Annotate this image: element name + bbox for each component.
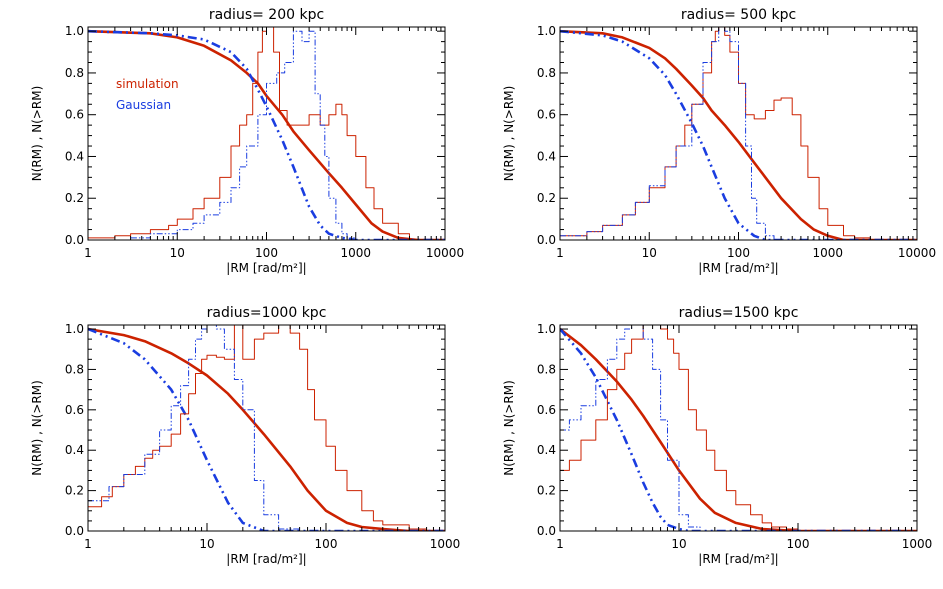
series-layer: [560, 324, 917, 531]
x-tick-label: 10: [170, 246, 185, 260]
series-gaussian-histogram: [88, 30, 365, 240]
y-tick-label: 0.2: [65, 484, 84, 498]
y-tick-label: 0.6: [537, 108, 556, 122]
series-gaussian-histogram: [88, 324, 312, 531]
y-tick-label: 0.6: [65, 403, 84, 417]
y-tick-label: 1.0: [537, 24, 556, 38]
y-tick-label: 0.2: [65, 191, 84, 205]
y-tick-label: 0.4: [537, 149, 556, 163]
x-axis-label: |RM [rad/m²]|: [698, 261, 778, 275]
x-tick-label: 10: [199, 537, 214, 551]
x-tick-label: 1: [84, 537, 92, 551]
series-simulation-histogram: [560, 26, 879, 240]
x-tick-label: 100: [787, 537, 810, 551]
x-tick-label: 100: [315, 537, 338, 551]
y-tick-label: 0.8: [65, 362, 84, 376]
chart-title: radius=1500 kpc: [679, 305, 799, 321]
series-simulation-histogram: [560, 324, 831, 531]
y-tick-label: 0.0: [537, 524, 556, 538]
x-tick-label: 10000: [898, 246, 936, 260]
panel-radius-1500: radius=1500 kpc 1 10 100 1000 0.0 0.2 0.4 0.6 0.8…: [502, 305, 932, 566]
x-axis-label: |RM [rad/m²]|: [226, 552, 306, 566]
x-tick-label: 1: [556, 537, 564, 551]
y-tick-label: 1.0: [537, 322, 556, 336]
x-tick-label: 10: [642, 246, 657, 260]
y-axis-label: N(RM) , N(>RM): [30, 86, 44, 182]
y-tick-label: 0.0: [65, 524, 84, 538]
y-tick-label: 0.8: [537, 362, 556, 376]
x-tick-label: 1: [84, 246, 92, 260]
y-tick-label: 1.0: [65, 24, 84, 38]
x-tick-label: 100: [255, 246, 278, 260]
panel-radius-1000: radius=1000 kpc 1 10 100 1000 0.0 0.2 0.4 0.6 0.8…: [30, 305, 460, 566]
y-tick-label: 1.0: [65, 322, 84, 336]
x-tick-label: 10000: [426, 246, 464, 260]
y-tick-label: 0.0: [537, 233, 556, 247]
y-tick-label: 0.6: [65, 108, 84, 122]
y-axis-label: N(RM) , N(>RM): [30, 380, 44, 476]
plot-frame: [559, 324, 918, 532]
x-tick-label: 10: [671, 537, 686, 551]
plot-frame: [87, 324, 446, 532]
legend-simulation: simulation: [116, 77, 179, 91]
plot-frame: [87, 26, 446, 241]
chart-title: radius=1000 kpc: [207, 305, 327, 321]
x-tick-label: 1: [556, 246, 564, 260]
series-gaussian-histogram: [560, 26, 783, 240]
legend-gaussian: Gaussian: [116, 98, 171, 112]
x-axis-label: |RM [rad/m²]|: [226, 261, 306, 275]
series-simulation-histogram: [88, 324, 439, 531]
y-tick-label: 0.8: [65, 66, 84, 80]
y-tick-label: 0.4: [65, 149, 84, 163]
y-axis-label: N(RM) , N(>RM): [502, 86, 516, 182]
series-simulation-cumulative: [560, 29, 917, 240]
y-tick-label: 0.6: [537, 403, 556, 417]
panel-radius-500: radius= 500 kpc 1 10 100 1000 10000 0.0 0.2 0.4 0…: [502, 7, 936, 275]
series-simulation-cumulative: [88, 327, 445, 531]
series-gaussian-cumulative: [88, 327, 445, 531]
y-tick-label: 0.0: [65, 233, 84, 247]
series-simulation-cumulative: [88, 29, 445, 240]
y-tick-label: 0.8: [537, 66, 556, 80]
series-gaussian-histogram: [560, 324, 712, 531]
chart-title: radius= 500 kpc: [681, 7, 796, 23]
series-layer: [88, 26, 445, 240]
y-tick-label: 0.4: [65, 443, 84, 457]
x-tick-label: 1000: [340, 246, 371, 260]
series-gaussian-cumulative: [560, 328, 917, 531]
series-layer: [560, 26, 917, 240]
x-tick-label: 1000: [812, 246, 843, 260]
y-axis-label: N(RM) , N(>RM): [502, 380, 516, 476]
x-tick-label: 100: [727, 246, 750, 260]
series-layer: [88, 324, 445, 531]
y-tick-label: 0.4: [537, 443, 556, 457]
series-simulation-histogram: [88, 26, 419, 240]
x-tick-label: 1000: [902, 537, 933, 551]
x-tick-label: 1000: [430, 537, 461, 551]
series-gaussian-cumulative: [560, 29, 917, 240]
chart-title: radius= 200 kpc: [209, 7, 324, 23]
x-axis-label: |RM [rad/m²]|: [698, 552, 778, 566]
y-tick-label: 0.2: [537, 191, 556, 205]
panel-radius-200: radius= 200 kpc 1 10 100 1000 10000 0.0 0.2 0.4 0…: [30, 7, 464, 275]
legend: simulation Gaussian: [116, 77, 179, 112]
y-tick-label: 0.2: [537, 484, 556, 498]
series-gaussian-cumulative: [88, 29, 445, 240]
